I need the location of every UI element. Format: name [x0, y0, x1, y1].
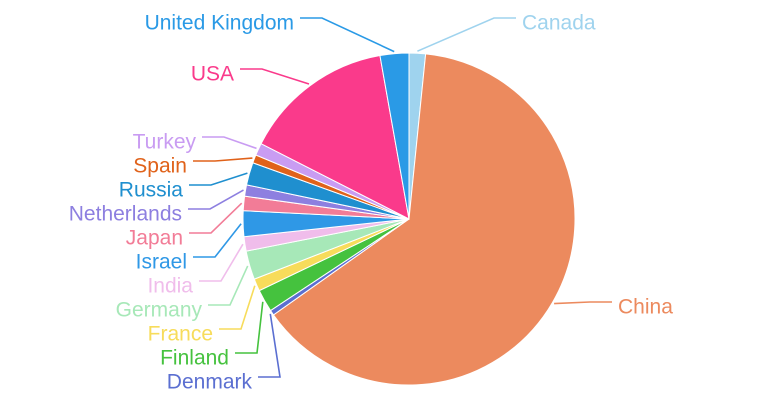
slice-label-united-kingdom: United Kingdom	[145, 12, 294, 35]
leader-line-japan	[189, 202, 243, 234]
leader-lines	[188, 17, 612, 378]
leader-line-netherlands	[188, 189, 244, 210]
slice-label-japan: Japan	[126, 227, 183, 250]
leader-line-usa	[240, 68, 310, 85]
pie-slice-united-kingdom	[379, 52, 410, 220]
leader-line-turkey	[202, 136, 257, 150]
slice-label-finland: Finland	[160, 347, 229, 370]
slice-labels: Canada China DenmarkFinlandFranceGermanyIn…	[69, 12, 673, 394]
slice-label-india: India	[147, 275, 193, 298]
slice-label-netherlands: Netherlands	[69, 203, 182, 226]
slice-label-russia: Russia	[119, 179, 184, 202]
pie-slice-usa	[260, 54, 410, 220]
pie-slices	[242, 52, 576, 386]
leader-line-spain	[193, 157, 253, 162]
slice-label-china: China	[618, 296, 673, 319]
leader-line-germany	[208, 265, 249, 306]
leader-line-canada	[417, 17, 516, 52]
leader-line-india	[199, 243, 244, 282]
slice-label-canada: Canada	[522, 12, 596, 35]
leader-line-france	[219, 285, 256, 330]
slice-label-denmark: Denmark	[167, 371, 253, 394]
pie-slice-china	[272, 53, 576, 386]
leader-line-russia	[189, 172, 248, 186]
slice-label-spain: Spain	[133, 155, 187, 178]
slice-label-israel: Israel	[136, 251, 187, 274]
slice-label-usa: USA	[191, 63, 234, 86]
leader-line-israel	[193, 223, 242, 258]
leader-line-denmark	[258, 313, 281, 378]
leader-line-china	[554, 301, 612, 305]
leader-line-united-kingdom	[300, 17, 395, 53]
slice-label-france: France	[148, 323, 213, 346]
slice-label-germany: Germany	[116, 299, 203, 322]
slice-label-turkey: Turkey	[133, 131, 197, 154]
leader-line-finland	[235, 301, 264, 354]
